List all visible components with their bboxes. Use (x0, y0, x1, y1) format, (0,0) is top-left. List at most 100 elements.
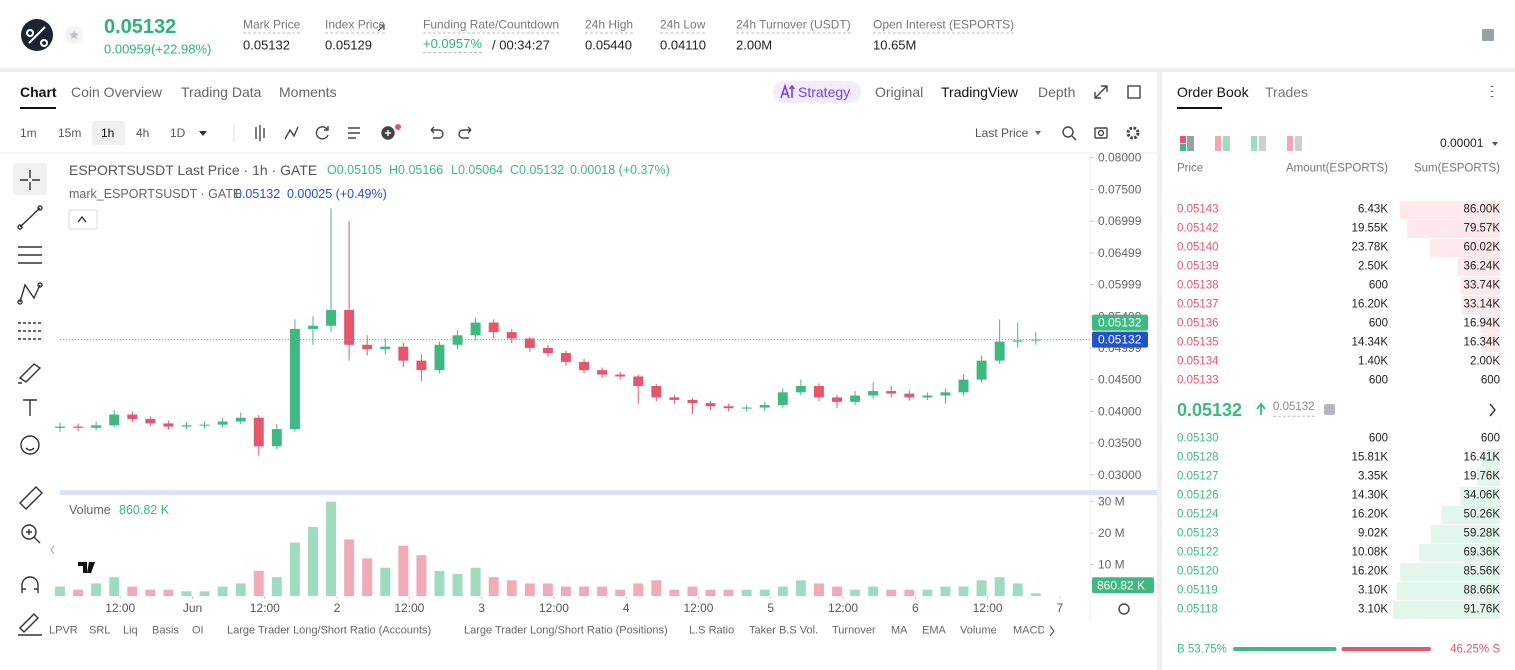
indicator[interactable]: Large Trader Long/Short Ratio (Accounts) (227, 624, 432, 637)
drawing-tools[interactable] (13, 163, 47, 636)
ob-price[interactable]: 0.05119 (1177, 584, 1218, 597)
indicator[interactable]: MA (891, 624, 908, 637)
ob-price[interactable]: 0.05140 (1177, 241, 1219, 254)
indicator[interactable]: L.S Ratio (689, 624, 735, 637)
stat-label: Index Price (325, 17, 386, 34)
ob-amount: 10.08K (1351, 546, 1388, 559)
indicators-more[interactable] (1049, 625, 1055, 637)
stat-value: 0.05440 (585, 37, 632, 53)
depth-bar (1441, 506, 1500, 524)
ob-price[interactable]: 0.05126 (1177, 489, 1219, 502)
mark-legend: mark_ESPORTSUSDT · GATE (69, 186, 242, 201)
y-tick-label: 0.03500 (1098, 436, 1142, 450)
interval[interactable]: 15m (58, 126, 82, 140)
ob-price[interactable]: 0.05138 (1177, 279, 1219, 292)
volume-bar (615, 589, 626, 596)
ob-price[interactable]: 0.05134 (1177, 355, 1219, 368)
indicator[interactable]: Turnover (832, 624, 876, 637)
stat-value: 2.00M (736, 37, 773, 53)
chart-tab[interactable]: Trading Data (181, 84, 262, 100)
ob-price[interactable]: 0.05139 (1177, 260, 1219, 273)
indicator[interactable]: EMA (922, 624, 946, 637)
chevron-right[interactable] (1489, 403, 1496, 417)
chart-tab[interactable]: Coin Overview (71, 84, 163, 100)
interval[interactable]: 1D (170, 126, 186, 140)
ob-price[interactable]: 0.05143 (1177, 203, 1219, 216)
last-price-tag-label: 0.05132 (1098, 316, 1142, 330)
interval[interactable]: 4h (136, 126, 150, 140)
layout-icon[interactable] (1482, 29, 1494, 41)
pane-separator (60, 490, 1157, 495)
ob-sum: 600 (1480, 432, 1500, 445)
x-tick-label: Jun (183, 601, 202, 615)
candle-body (850, 395, 861, 402)
ob-price[interactable]: 0.05123 (1177, 527, 1219, 540)
view-tab[interactable]: TradingView (941, 84, 1019, 100)
candle-body (127, 414, 138, 419)
ob-price[interactable]: 0.05135 (1177, 336, 1219, 349)
caret-up (77, 215, 87, 223)
volume-bar (560, 586, 571, 596)
stat-label: 24h Turnover (USDT) (736, 17, 851, 34)
toolbar-icons[interactable] (255, 125, 1140, 141)
ob-tab[interactable]: Order Book (1177, 84, 1249, 100)
x-tick-label: 12:00 (683, 601, 713, 615)
ob-price[interactable]: 0.05137 (1177, 298, 1219, 311)
y-tick-label: 0.03000 (1098, 468, 1142, 482)
ob-price[interactable]: 0.05136 (1177, 317, 1219, 330)
ob-tab[interactable]: Trades (1265, 84, 1309, 100)
ob-price[interactable]: 0.05122 (1177, 546, 1219, 559)
view-tab[interactable]: Depth (1038, 84, 1076, 100)
candle-body (795, 386, 806, 393)
ob-price[interactable]: 0.05118 (1177, 603, 1218, 616)
indicator[interactable]: MACD (1013, 624, 1044, 637)
ob-price[interactable]: 0.05127 (1177, 470, 1219, 483)
precision-caret[interactable] (1492, 142, 1498, 146)
view-tab[interactable]: Strategy (798, 84, 851, 100)
candle-body (308, 325, 318, 329)
volume-bar (488, 577, 499, 596)
ob-price[interactable]: 0.05142 (1177, 222, 1219, 235)
collapse-toolbar[interactable] (50, 545, 55, 555)
chart-tab[interactable]: Chart (20, 84, 57, 100)
settings-icon[interactable] (1118, 603, 1130, 615)
collapse-legend[interactable] (68, 209, 98, 230)
depth-bar (1480, 449, 1500, 467)
ob-sum: 16.34K (1463, 336, 1500, 349)
price-source-caret[interactable] (1035, 131, 1041, 135)
interval-caret[interactable] (199, 131, 207, 136)
ob-price[interactable]: 0.05128 (1177, 451, 1219, 464)
volume-bar (181, 591, 192, 596)
interval[interactable]: 1m (20, 126, 37, 140)
window-icon[interactable] (1127, 85, 1141, 99)
depth-bar (1457, 258, 1500, 276)
precision[interactable]: 0.00001 (1440, 136, 1484, 150)
candle-body (669, 397, 680, 400)
indicator[interactable]: Taker B.S Vol. (749, 624, 819, 637)
info-icon[interactable] (1324, 404, 1335, 415)
volume-bar (886, 589, 897, 596)
depth-bar (1497, 353, 1500, 371)
depth-mode-icons[interactable] (1180, 136, 1302, 151)
strategy-pill[interactable] (773, 81, 861, 103)
indicator[interactable]: Liq (123, 624, 138, 637)
chart-tab[interactable]: Moments (279, 84, 337, 100)
interval[interactable]: 1h (101, 126, 115, 140)
fullscreen-icon[interactable] (1094, 85, 1108, 99)
indicator[interactable]: Volume (960, 624, 997, 637)
indicator[interactable]: Basis (152, 624, 179, 637)
candle-body (687, 399, 698, 404)
x-tick-label: 12:00 (250, 601, 280, 615)
ob-price[interactable]: 0.05120 (1177, 565, 1219, 578)
indicator[interactable]: Large Trader Long/Short Ratio (Positions… (464, 624, 668, 637)
indicator[interactable]: OI (192, 624, 204, 637)
mark-change: 0.00025 (+0.49%) (287, 186, 387, 201)
view-tab[interactable]: Original (875, 84, 924, 100)
indicator[interactable]: LPVR (49, 624, 78, 637)
ob-price[interactable]: 0.05124 (1177, 508, 1219, 521)
indicator[interactable]: SRL (89, 624, 111, 637)
ob-amount: 600 (1368, 279, 1388, 292)
price-source[interactable]: Last Price (975, 126, 1029, 140)
ob-price[interactable]: 0.05130 (1177, 432, 1219, 445)
ob-price[interactable]: 0.05133 (1177, 374, 1219, 387)
